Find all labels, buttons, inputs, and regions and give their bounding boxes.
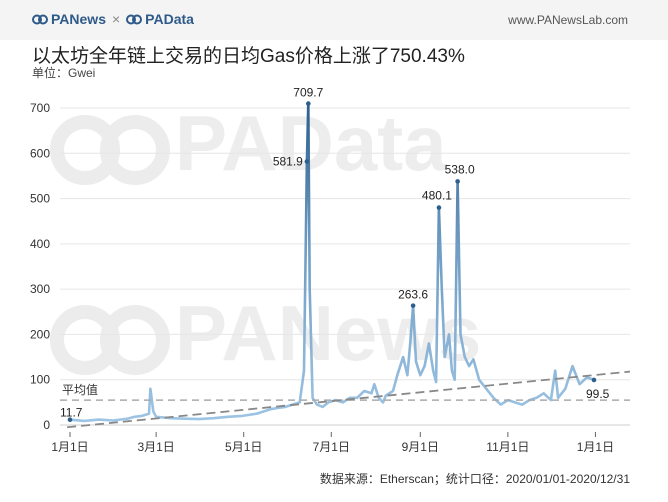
average-label: 平均值 <box>62 382 98 397</box>
brand-right: PAData <box>145 11 194 27</box>
x-tick-label: 1月1日 <box>51 440 88 454</box>
series-line <box>69 102 595 423</box>
watermark-text: PAData <box>175 99 447 187</box>
data-source-footer: 数据来源：Etherscan；统计口径：2020/01/01-2020/12/3… <box>319 472 630 486</box>
data-label: 263.6 <box>398 288 428 302</box>
data-label: 11.7 <box>60 406 83 420</box>
site-url: www.PANewsLab.com <box>508 13 628 27</box>
x-tick-label: 11月1日 <box>486 440 529 454</box>
y-tick-label: 200 <box>30 327 50 341</box>
annotation-point <box>436 205 442 210</box>
x-tick-label: 1月1日 <box>577 440 614 454</box>
reference-lines: 平均值 <box>60 370 631 429</box>
annotation-point <box>304 159 310 164</box>
data-label: 480.1 <box>422 189 452 203</box>
annotation-point <box>455 179 460 184</box>
x-tick-label: 3月1日 <box>137 440 174 454</box>
annotation-point <box>306 101 311 106</box>
y-tick-label: 500 <box>30 192 50 206</box>
brand-logo: PANews × PAData <box>32 11 194 27</box>
y-tick-label: 700 <box>30 101 50 115</box>
trend-line <box>67 370 631 429</box>
y-tick-label: 400 <box>30 237 50 251</box>
brand-separator: × <box>111 11 121 27</box>
annotation-point <box>410 303 416 308</box>
unit-label: 单位：Gwei <box>32 66 96 80</box>
watermark-logo-icon <box>50 115 170 185</box>
data-label: 99.5 <box>586 387 610 401</box>
data-label: 538.0 <box>445 162 475 176</box>
y-tick-label: 0 <box>43 418 50 432</box>
header-bar: PANews × PAData www.PANewsLab.com <box>0 0 668 40</box>
watermark-logo-icon <box>50 305 170 375</box>
series-layer <box>69 102 595 423</box>
data-label: 709.7 <box>293 86 323 100</box>
panews-logo-icon <box>32 14 48 24</box>
annotation-point <box>591 377 597 383</box>
watermark-layer: PAData PANews <box>50 99 481 377</box>
chart-title: 以太坊全年链上交易的日均Gas价格上涨了750.43% <box>32 46 465 67</box>
x-tick-label: 9月1日 <box>402 440 439 454</box>
watermark-text: PANews <box>175 289 481 377</box>
padata-logo-icon <box>126 14 143 24</box>
y-tick-label: 100 <box>30 373 50 387</box>
brand-left: PANews <box>51 11 106 27</box>
annotation-point <box>67 417 73 423</box>
data-label: 581.9 <box>273 154 303 168</box>
y-tick-label: 300 <box>30 282 50 296</box>
x-tick-label: 5月1日 <box>225 440 262 454</box>
grid-layer: 0 100 200 300 400 500 600 700 1月1日 3月1日 5月1日 7月1日 9月… <box>30 101 630 454</box>
x-tick-label: 7月1日 <box>313 440 350 454</box>
label-layer: 11.7 581.9 709.7 263.6 480.1 538.0 99.5 <box>60 86 610 423</box>
y-tick-label: 600 <box>30 146 50 160</box>
